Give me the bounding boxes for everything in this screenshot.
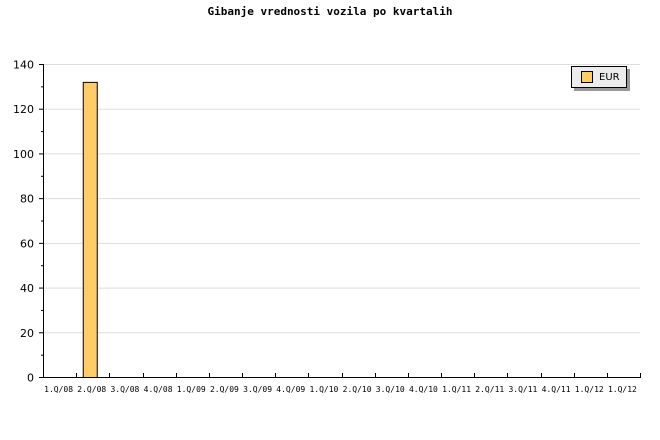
x-tick-label: 3.Q/08 (110, 385, 139, 394)
x-tick-label: 1.Q/12 (575, 385, 604, 394)
x-tick-label: 4.Q/08 (144, 385, 173, 394)
x-tick-label: 3.Q/09 (243, 385, 272, 394)
x-tick-label: 1.Q/12 (608, 385, 637, 394)
y-tick-label: 40 (20, 282, 34, 295)
x-tick-label: 2.Q/08 (77, 385, 106, 394)
x-tick-label: 2.Q/10 (343, 385, 372, 394)
chart-title: Gibanje vrednosti vozila po kvartalih (207, 5, 453, 18)
x-tick-label: 2.Q/09 (210, 385, 239, 394)
y-tick-label: 140 (13, 59, 34, 72)
y-tick-label: 100 (13, 148, 34, 161)
y-tick-label: 20 (20, 327, 34, 340)
x-tick-label: 1.Q/11 (442, 385, 471, 394)
x-tick-label: 2.Q/11 (475, 385, 504, 394)
x-tick-label: 4.Q/11 (542, 385, 571, 394)
y-tick-label: 60 (20, 237, 34, 250)
y-tick-label: 80 (20, 193, 34, 206)
y-tick-label: 120 (13, 103, 34, 116)
x-tick-label: 1.Q/09 (177, 385, 206, 394)
x-tick-label: 1.Q/10 (309, 385, 338, 394)
legend-swatch (581, 71, 593, 83)
x-tick-label: 4.Q/09 (276, 385, 305, 394)
x-tick-label: 1.Q/08 (44, 385, 73, 394)
x-tick-label: 4.Q/10 (409, 385, 438, 394)
y-tick-label: 0 (27, 372, 34, 385)
bar (82, 81, 98, 378)
legend: EUR (571, 66, 627, 88)
legend-label: EUR (599, 71, 620, 83)
x-tick-label: 3.Q/10 (376, 385, 405, 394)
x-tick-label: 3.Q/11 (508, 385, 537, 394)
